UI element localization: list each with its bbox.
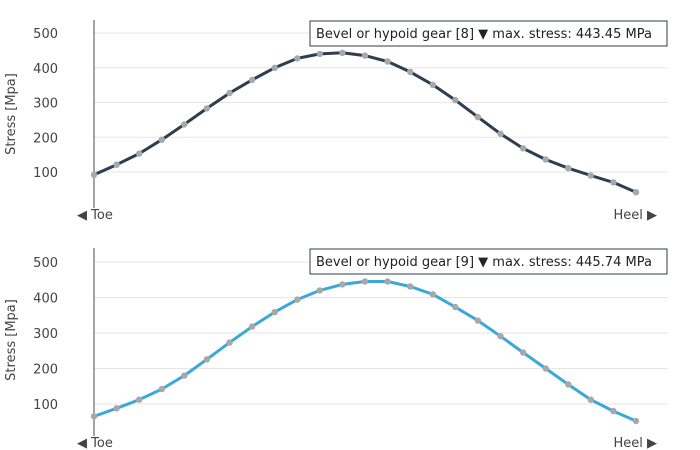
- y-axis-label: Stress [Mpa]: [4, 73, 19, 155]
- data-point[interactable]: [497, 333, 504, 340]
- data-point[interactable]: [429, 291, 436, 298]
- data-point[interactable]: [542, 156, 549, 163]
- x-label-heel: Heel ▶: [613, 436, 657, 450]
- y-tick-label: 500: [33, 27, 58, 42]
- x-label-toe: ◀ Toe: [77, 208, 113, 223]
- data-point[interactable]: [316, 287, 323, 294]
- data-point[interactable]: [339, 281, 346, 288]
- data-point[interactable]: [565, 165, 572, 172]
- data-point[interactable]: [226, 339, 233, 346]
- y-tick-label: 300: [33, 327, 58, 342]
- data-point[interactable]: [158, 385, 165, 393]
- y-tick-labels: 100 200 300 400 500: [33, 256, 58, 413]
- legend-text: Bevel or hypoid gear [9] ▼ max. stress: …: [316, 255, 652, 270]
- data-point[interactable]: [113, 405, 120, 412]
- data-point[interactable]: [474, 317, 482, 324]
- data-point[interactable]: [429, 81, 436, 89]
- data-point[interactable]: [361, 52, 369, 59]
- data-point[interactable]: [519, 349, 527, 356]
- data-point[interactable]: [181, 372, 188, 379]
- data-point[interactable]: [203, 105, 211, 112]
- y-tick-label: 200: [33, 131, 58, 146]
- data-point[interactable]: [384, 278, 391, 285]
- data-point[interactable]: [407, 283, 414, 290]
- data-point[interactable]: [294, 296, 301, 303]
- data-point[interactable]: [452, 96, 459, 104]
- data-point[interactable]: [316, 50, 323, 58]
- legend-box: [309, 20, 668, 47]
- y-tick-label: 100: [33, 166, 58, 181]
- legend-box: [309, 248, 668, 275]
- data-point[interactable]: [407, 68, 414, 76]
- series-line: [92, 51, 638, 194]
- data-point[interactable]: [226, 89, 233, 97]
- data-point[interactable]: [181, 121, 188, 128]
- data-point[interactable]: [565, 381, 572, 388]
- data-point[interactable]: [587, 172, 594, 179]
- x-label-toe: ◀ Toe: [77, 436, 113, 450]
- y-tick-label: 400: [33, 62, 58, 77]
- data-point[interactable]: [271, 308, 278, 316]
- data-point[interactable]: [113, 161, 120, 168]
- data-point[interactable]: [339, 49, 346, 56]
- data-point[interactable]: [136, 150, 143, 157]
- data-point[interactable]: [90, 413, 98, 420]
- y-grid: [94, 261, 668, 405]
- y-tick-label: 500: [33, 256, 58, 271]
- y-grid: [94, 32, 668, 173]
- data-point[interactable]: [361, 278, 369, 285]
- data-point[interactable]: [474, 113, 482, 121]
- y-axis-label: Stress [Mpa]: [4, 299, 19, 381]
- y-tick-label: 400: [33, 292, 58, 307]
- chart-panel-1: 100 200 300 400 500 Stress [Mpa] ◀ Toe Heel …: [4, 20, 668, 223]
- series-points: [90, 49, 640, 196]
- data-point[interactable]: [497, 130, 504, 137]
- data-point[interactable]: [248, 323, 256, 330]
- y-tick-labels: 100 200 300 400 500: [33, 27, 58, 181]
- legend[interactable]: Bevel or hypoid gear [8] ▼ max. stress: …: [309, 20, 668, 47]
- data-point[interactable]: [632, 417, 640, 425]
- legend[interactable]: Bevel or hypoid gear [9] ▼ max. stress: …: [309, 248, 668, 275]
- x-label-heel: Heel ▶: [613, 208, 657, 223]
- data-point[interactable]: [610, 407, 617, 415]
- series-points: [90, 278, 640, 425]
- data-point[interactable]: [248, 76, 256, 84]
- y-tick-label: 100: [33, 398, 58, 413]
- data-point[interactable]: [384, 58, 391, 65]
- data-point[interactable]: [136, 396, 143, 403]
- legend-text: Bevel or hypoid gear [8] ▼ max. stress: …: [316, 27, 652, 42]
- data-point[interactable]: [158, 136, 165, 143]
- data-point[interactable]: [271, 64, 278, 72]
- data-point[interactable]: [587, 396, 594, 403]
- data-point[interactable]: [542, 365, 549, 372]
- series-line: [92, 280, 638, 423]
- chart-panel-2: 100 200 300 400 500 Stress [Mpa] ◀ Toe Heel …: [4, 248, 668, 450]
- data-point[interactable]: [632, 189, 640, 196]
- data-point[interactable]: [294, 55, 301, 62]
- y-tick-label: 300: [33, 97, 58, 112]
- data-point[interactable]: [203, 356, 211, 363]
- data-point[interactable]: [610, 179, 617, 186]
- data-point[interactable]: [90, 171, 98, 178]
- data-point[interactable]: [452, 303, 459, 311]
- data-point[interactable]: [519, 145, 527, 152]
- y-tick-label: 200: [33, 363, 58, 378]
